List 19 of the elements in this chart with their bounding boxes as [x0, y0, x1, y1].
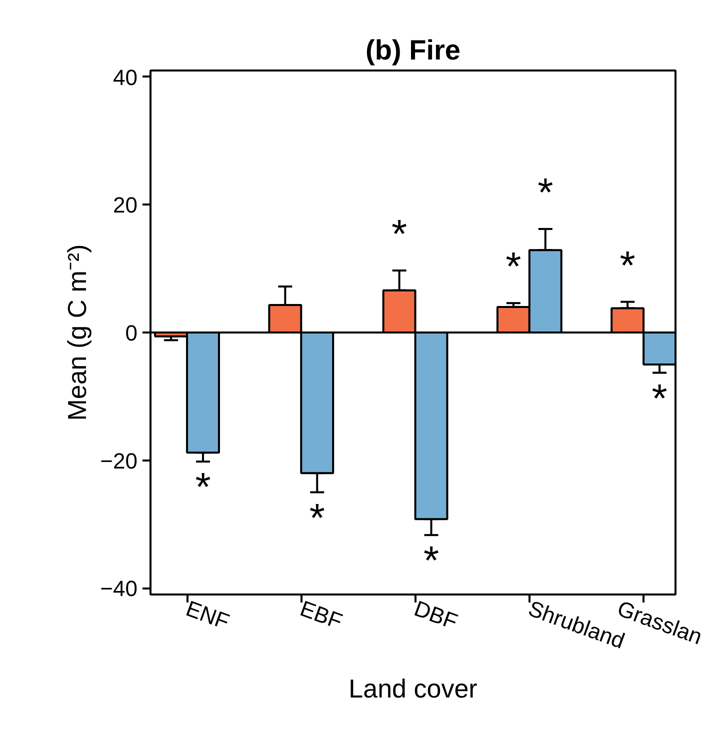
- x-tick-label: EBF: [296, 596, 346, 634]
- y-tick-label: 40: [113, 64, 138, 90]
- annotation: *: [423, 539, 440, 584]
- y-tick-label: −40: [100, 576, 138, 602]
- y-axis-title: Mean (g C m⁻²): [62, 244, 92, 421]
- annotation: *: [195, 466, 211, 510]
- annotation: *: [392, 212, 408, 257]
- x-tick-label: ENF: [182, 596, 233, 634]
- annotation: *: [652, 376, 668, 421]
- annotation: *: [620, 244, 636, 288]
- annotation: *: [309, 496, 325, 540]
- y-tick-label: 0: [125, 320, 138, 346]
- x-axis-title: Land cover: [348, 673, 478, 704]
- annotation: *: [538, 170, 554, 215]
- annotation: *: [506, 245, 522, 290]
- x-tick-label: DBF: [411, 596, 461, 634]
- y-tick-label: −20: [100, 448, 138, 474]
- y-tick-label: 20: [113, 192, 138, 218]
- chart-title: (b) Fire: [366, 34, 460, 66]
